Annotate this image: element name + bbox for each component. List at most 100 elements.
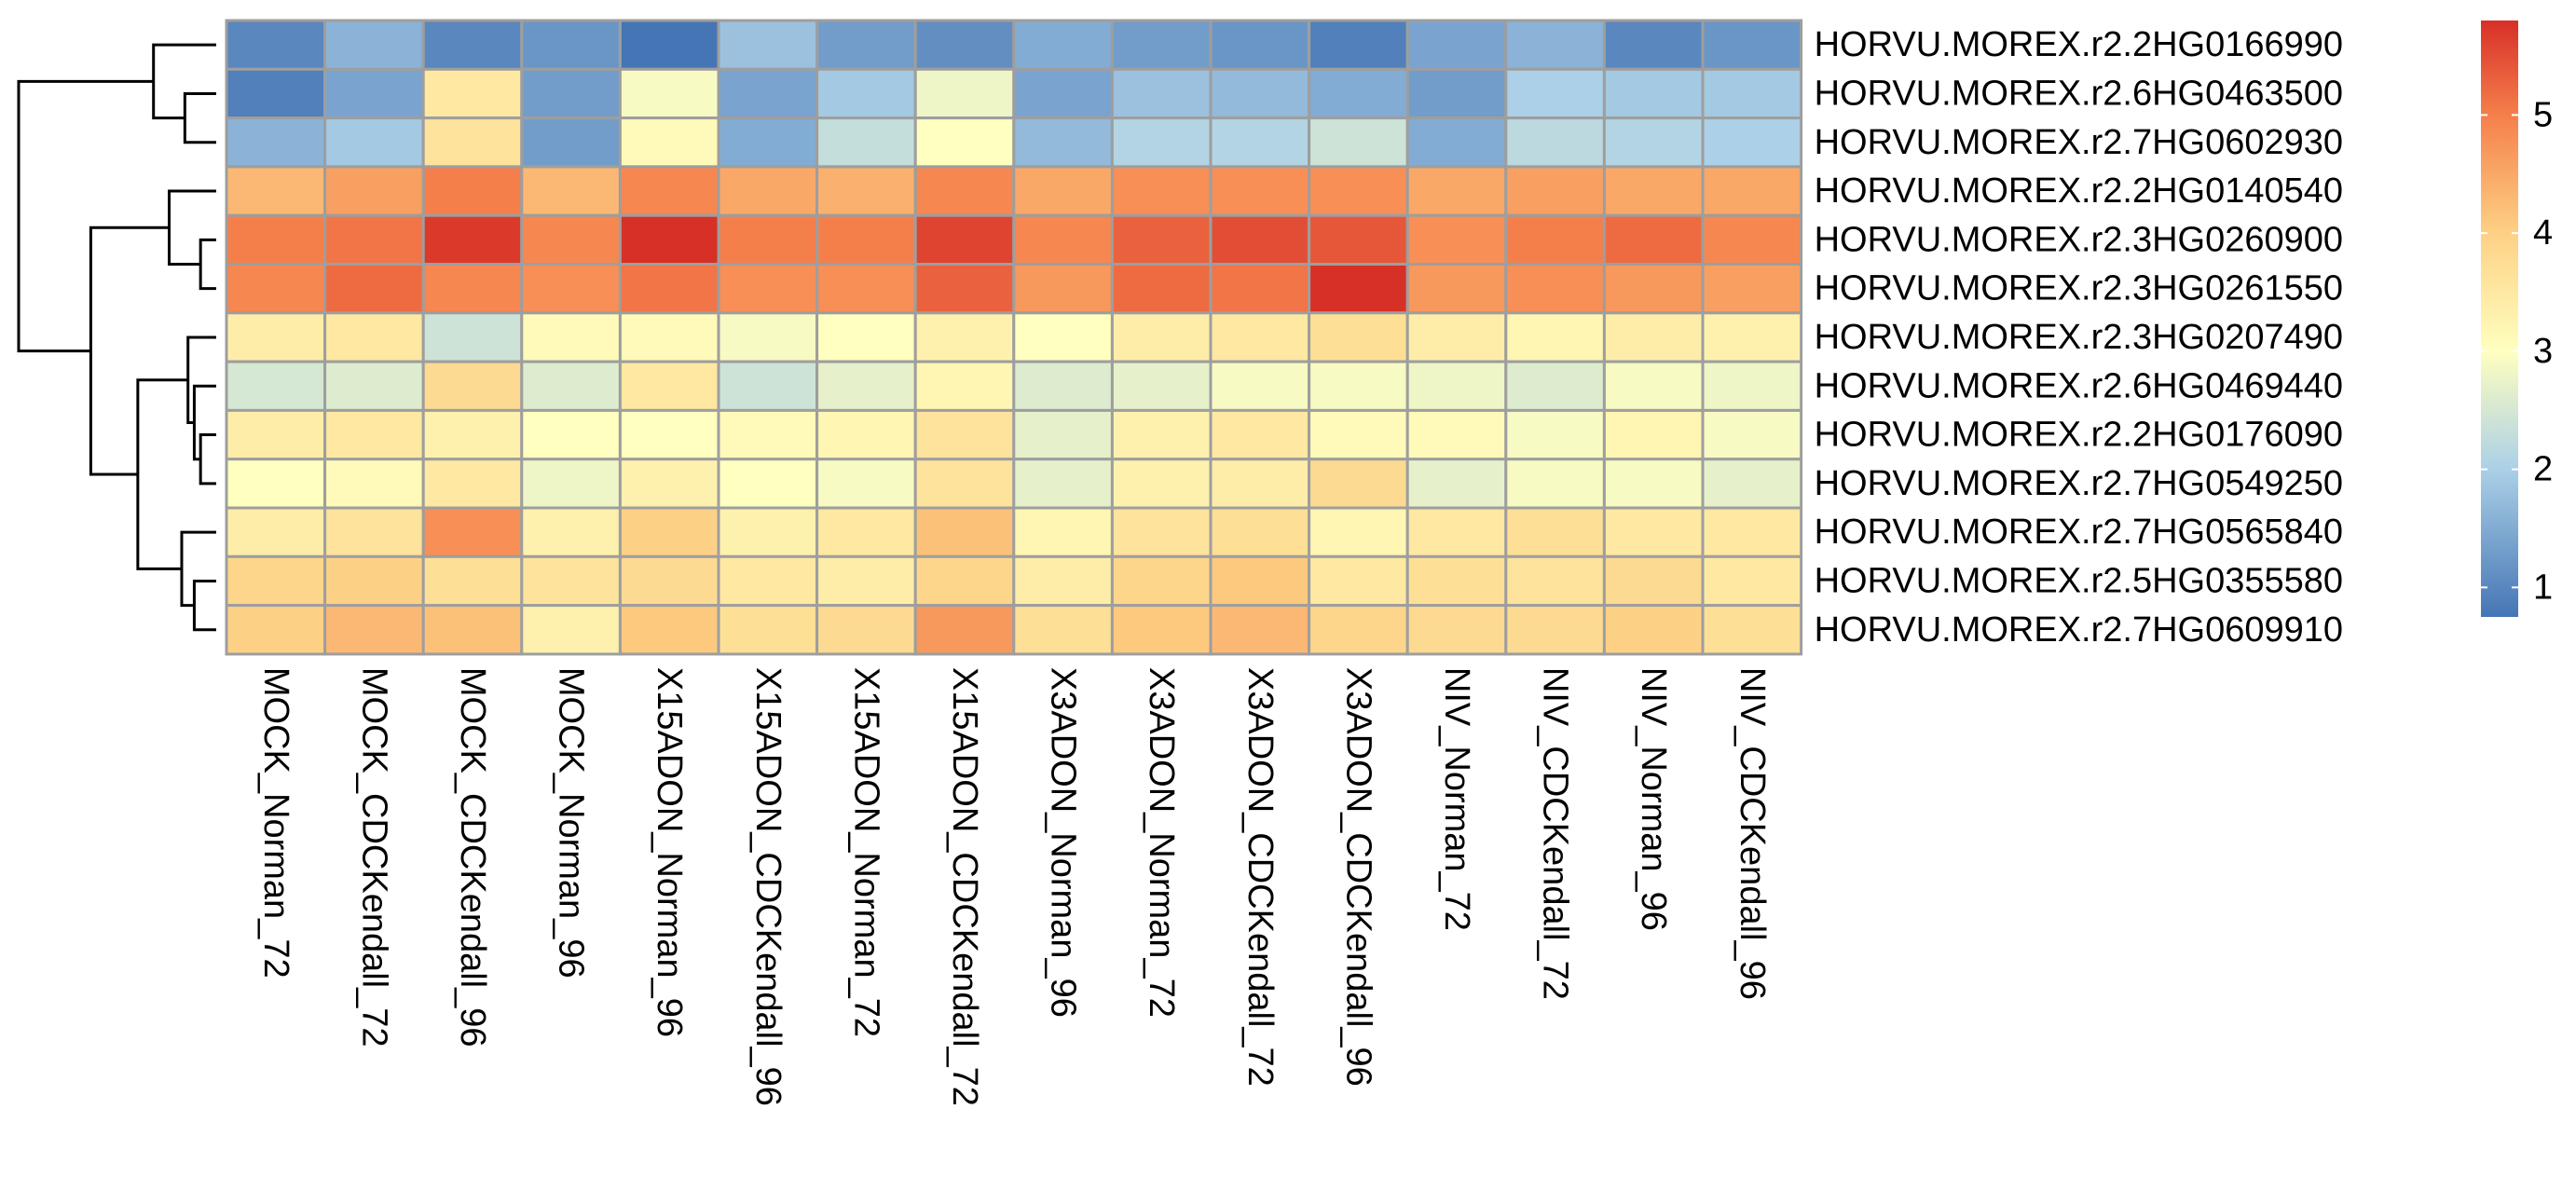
heatmap-cell bbox=[1012, 116, 1114, 169]
heatmap-cell bbox=[1701, 554, 1803, 608]
heatmap-cell bbox=[815, 458, 917, 510]
heatmap-cell bbox=[421, 19, 524, 71]
heatmap-cell bbox=[1701, 604, 1803, 656]
heatmap-cell bbox=[421, 554, 524, 608]
heatmap-cell bbox=[1504, 360, 1606, 412]
heatmap-cell bbox=[1012, 506, 1114, 558]
heatmap-cell bbox=[913, 360, 1016, 412]
heatmap-cell bbox=[1602, 458, 1705, 510]
heatmap-cell bbox=[815, 360, 917, 412]
heatmap-cell bbox=[1012, 458, 1114, 510]
column-label: X15ADON_CDCKendall_96 bbox=[748, 667, 788, 1106]
column-label: NIV_Norman_96 bbox=[1634, 667, 1673, 931]
heatmap-cell bbox=[520, 165, 622, 217]
column-label: MOCK_CDCKendall_72 bbox=[354, 667, 393, 1047]
heatmap-cell bbox=[1405, 554, 1508, 608]
column-label: NIV_CDCKendall_96 bbox=[1733, 667, 1772, 1000]
heatmap-cell bbox=[815, 554, 917, 608]
heatmap-cell bbox=[618, 67, 720, 120]
heatmap-cell bbox=[1110, 408, 1213, 461]
heatmap-cell bbox=[1504, 165, 1606, 217]
heatmap-cell bbox=[323, 506, 425, 558]
row-dendrogram bbox=[17, 43, 216, 632]
heatmap-cell bbox=[421, 506, 524, 558]
heatmap-cell bbox=[1110, 67, 1213, 120]
heatmap-cell bbox=[1602, 554, 1705, 608]
heatmap-cell bbox=[913, 458, 1016, 510]
heatmap-cell bbox=[1405, 165, 1508, 217]
heatmap-cell bbox=[815, 213, 917, 266]
heatmap-cell bbox=[717, 408, 819, 461]
heatmap-cell bbox=[1405, 263, 1508, 315]
heatmap-cell bbox=[520, 19, 622, 71]
heatmap-cell bbox=[323, 311, 425, 363]
row-label: HORVU.MOREX.r2.2HG0176090 bbox=[1815, 416, 2343, 455]
heatmap-cell bbox=[323, 116, 425, 169]
dendrogram-branch bbox=[199, 238, 216, 291]
column-label: X15ADON_Norman_72 bbox=[846, 667, 885, 1037]
heatmap-cell bbox=[618, 360, 720, 412]
row-label: HORVU.MOREX.r2.5HG0355580 bbox=[1815, 561, 2343, 600]
heatmap-cell bbox=[1308, 67, 1409, 120]
heatmap-cell bbox=[815, 311, 917, 363]
heatmap-cell bbox=[815, 604, 917, 656]
heatmap-cell bbox=[225, 165, 327, 217]
heatmap-cell bbox=[1308, 506, 1409, 558]
heatmap-cell bbox=[717, 213, 819, 266]
heatmap-cell bbox=[1209, 67, 1311, 120]
heatmap-cell bbox=[1701, 360, 1803, 412]
heatmap-cell bbox=[323, 408, 425, 461]
column-label: X3ADON_CDCKendall_72 bbox=[1240, 667, 1280, 1087]
heatmap-cell bbox=[1209, 604, 1311, 656]
column-label: MOCK_CDCKendall_96 bbox=[453, 667, 492, 1047]
heatmap-cell bbox=[1012, 311, 1114, 363]
row-label: HORVU.MOREX.r2.3HG0261550 bbox=[1815, 269, 2343, 308]
heatmap-cell bbox=[323, 19, 425, 71]
heatmap-cell bbox=[1602, 506, 1705, 558]
dendrogram-branch bbox=[17, 79, 154, 353]
heatmap-cell bbox=[1012, 19, 1114, 71]
heatmap-cell bbox=[1308, 458, 1409, 510]
row-label: HORVU.MOREX.r2.6HG0469440 bbox=[1815, 366, 2343, 405]
heatmap-cell bbox=[913, 554, 1016, 608]
row-label: HORVU.MOREX.r2.7HG0565840 bbox=[1815, 513, 2343, 552]
heatmap-cell bbox=[225, 554, 327, 608]
heatmap-cell bbox=[1602, 604, 1705, 656]
heatmap-cell bbox=[421, 458, 524, 510]
heatmap-cell bbox=[1701, 458, 1803, 510]
heatmap-cell bbox=[520, 408, 622, 461]
heatmap-cell bbox=[1308, 554, 1409, 608]
heatmap-cell bbox=[1209, 506, 1311, 558]
column-label: MOCK_Norman_96 bbox=[552, 667, 591, 979]
dendrogram-branch bbox=[168, 189, 216, 266]
heatmap-cell bbox=[520, 116, 622, 169]
heatmap-cell bbox=[1701, 506, 1803, 558]
heatmap-cell bbox=[1012, 213, 1114, 266]
heatmap-cell bbox=[1504, 263, 1606, 315]
heatmap-cell bbox=[421, 360, 524, 412]
heatmap-cell bbox=[520, 311, 622, 363]
heatmap-cell bbox=[520, 67, 622, 120]
heatmap-cell bbox=[1209, 165, 1311, 217]
heatmap-cell bbox=[1110, 213, 1213, 266]
heatmap-cell bbox=[1405, 506, 1508, 558]
heatmap-cell bbox=[717, 116, 819, 169]
heatmap-cell bbox=[913, 67, 1016, 120]
heatmap-cell bbox=[1209, 19, 1311, 71]
heatmap-cell bbox=[1405, 116, 1508, 169]
row-label: HORVU.MOREX.r2.2HG0166990 bbox=[1815, 25, 2343, 64]
legend-tick-label: 1 bbox=[2533, 568, 2553, 607]
column-label: X15ADON_CDCKendall_72 bbox=[945, 667, 984, 1106]
heatmap-cell bbox=[421, 165, 524, 217]
heatmap-cell bbox=[1701, 19, 1803, 71]
heatmap-cell bbox=[1504, 67, 1606, 120]
legend-color-bar bbox=[2481, 21, 2518, 617]
heatmap-cell bbox=[618, 116, 720, 169]
heatmap-cell bbox=[225, 458, 327, 510]
heatmap-cell bbox=[323, 554, 425, 608]
heatmap-cell bbox=[1701, 408, 1803, 461]
heatmap-cell bbox=[1602, 19, 1705, 71]
heatmap-cell bbox=[815, 408, 917, 461]
legend-ticks: 1 2 3 4 5 bbox=[2481, 95, 2553, 607]
